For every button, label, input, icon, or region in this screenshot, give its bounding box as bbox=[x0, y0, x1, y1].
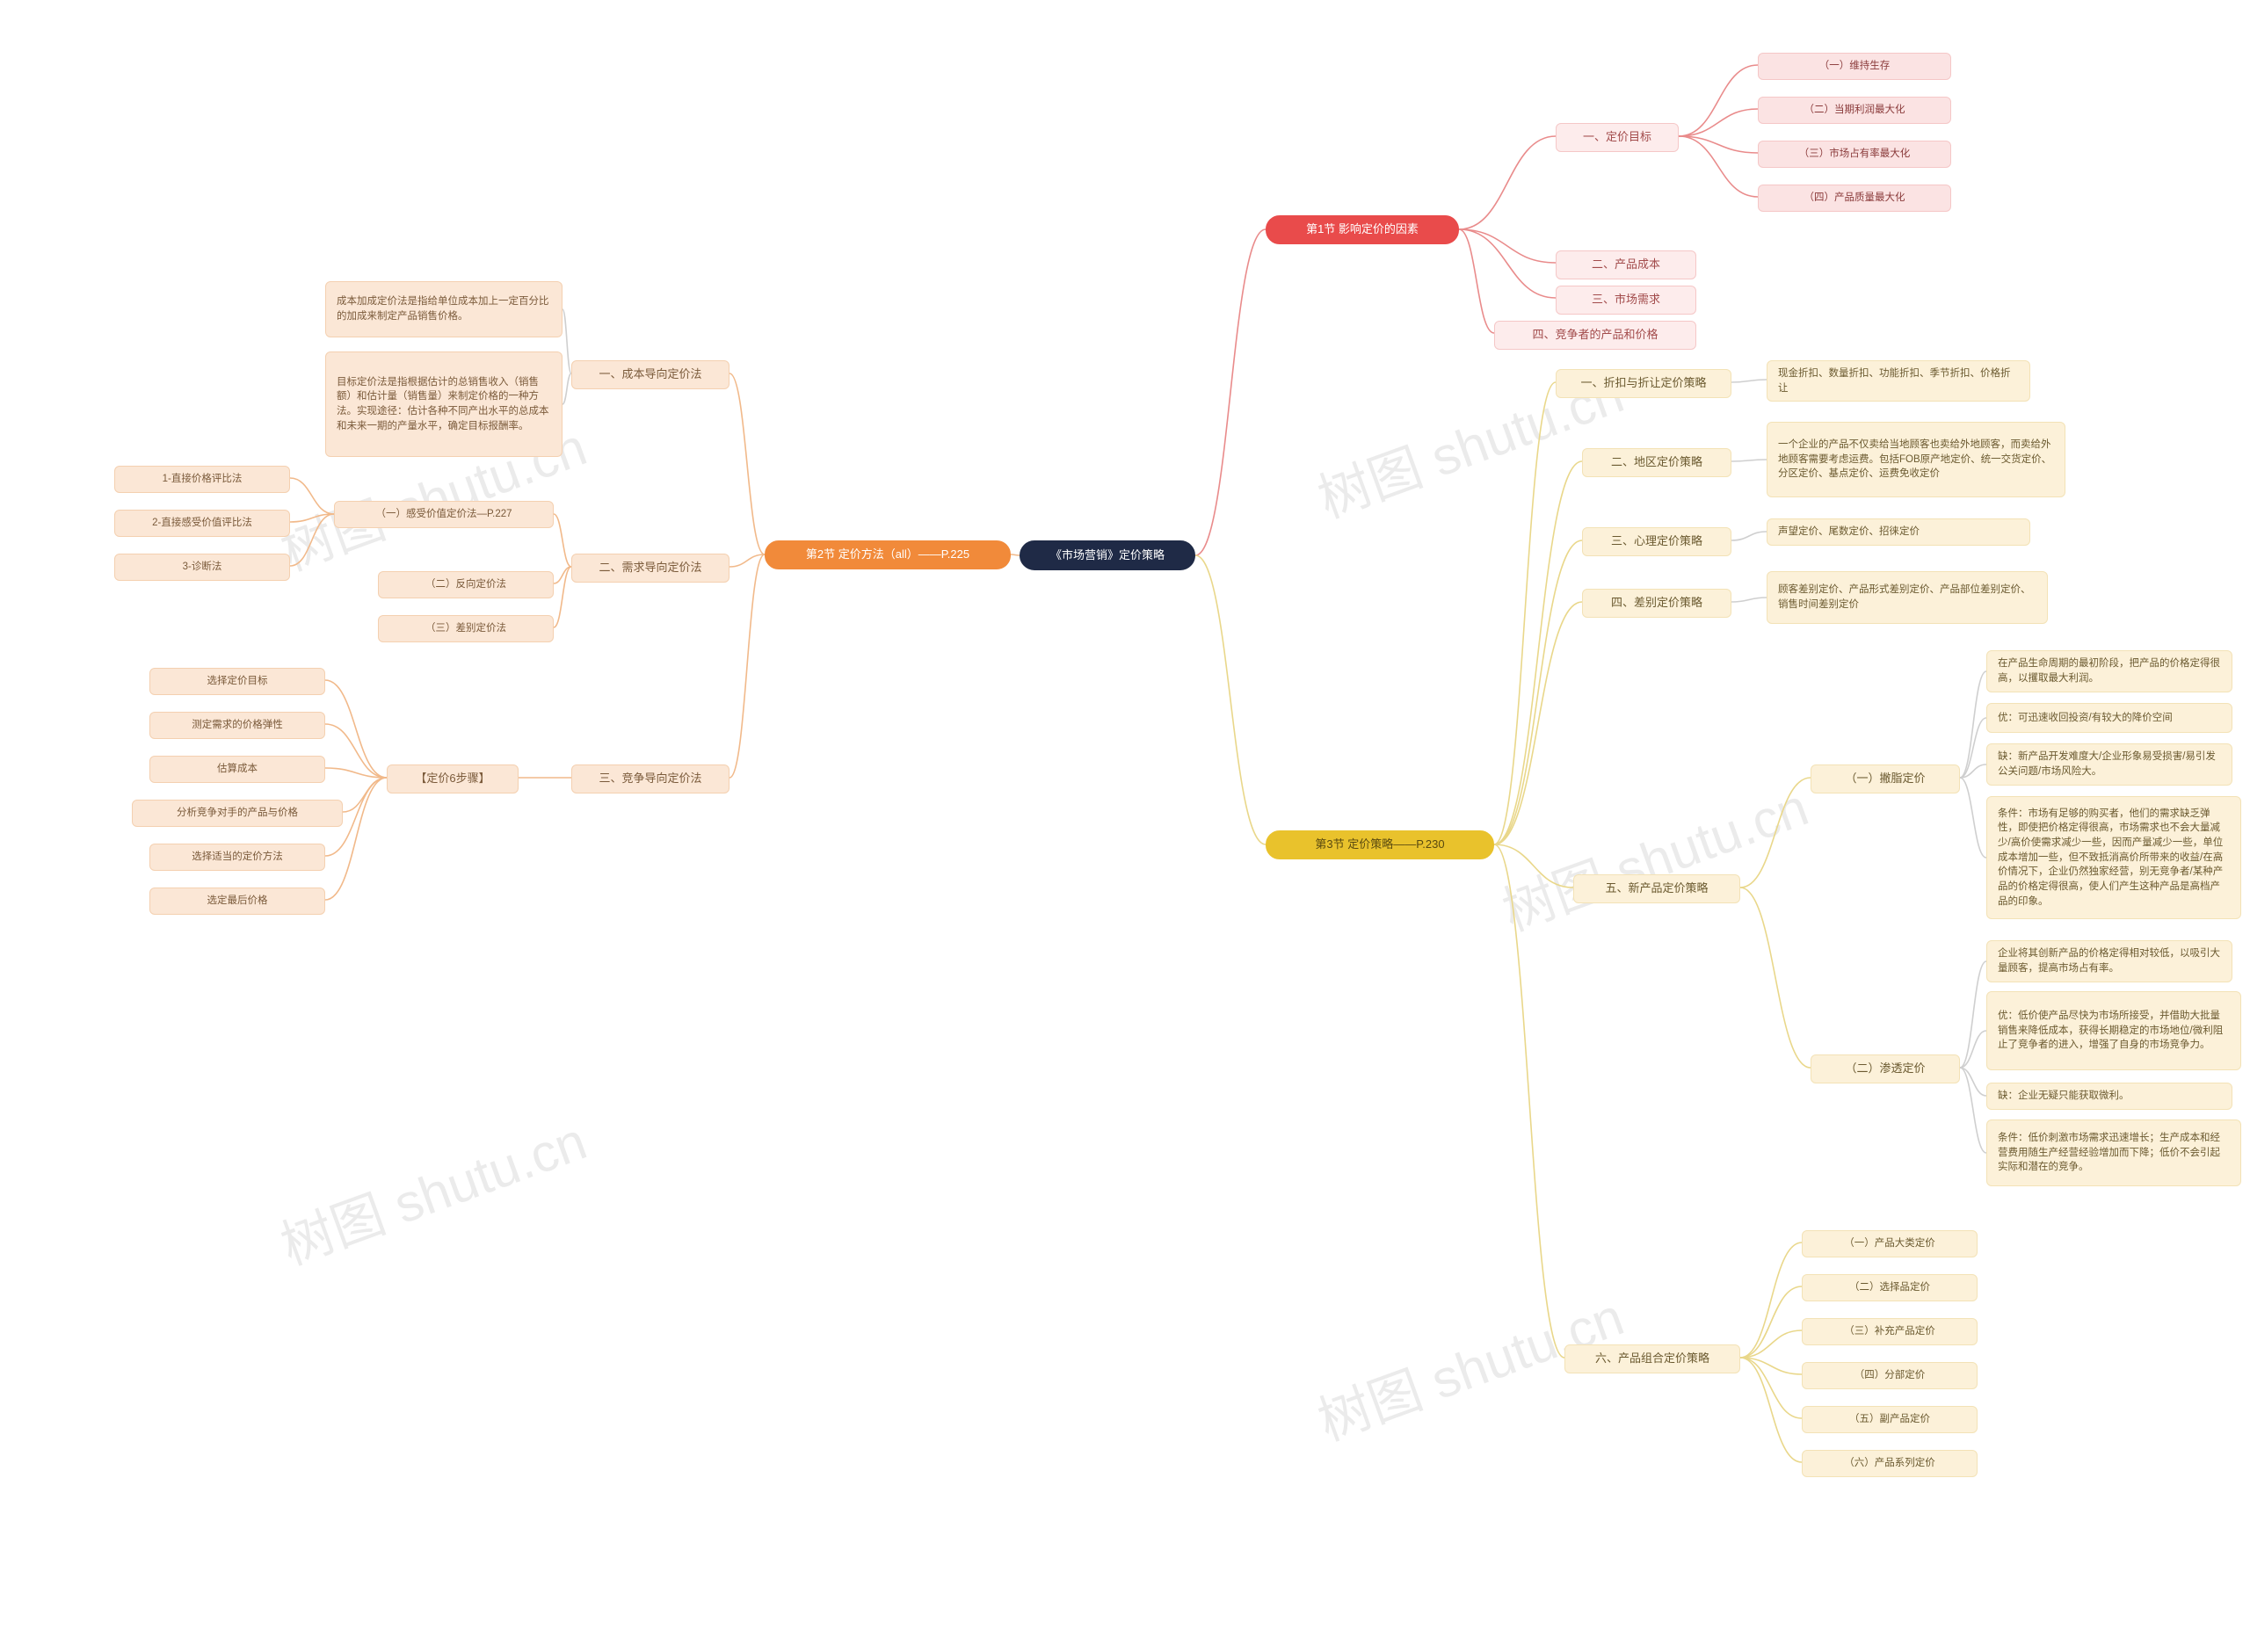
skimming-desc-4: 条件：市场有足够的购买者，他们的需求缺乏弹性，即使把价格定得很高，市场需求也不会… bbox=[1986, 796, 2241, 919]
section-2[interactable]: 第2节 定价方法（all）——P.225 bbox=[765, 540, 1011, 569]
sec1-goal-1[interactable]: （一）维持生存 bbox=[1758, 53, 1951, 80]
penetration-desc-4: 条件：低价刺激市场需求迅速增长；生产成本和经营费用随生产经营经验增加而下降；低价… bbox=[1986, 1119, 2241, 1186]
mindmap-canvas: 树图 shutu.cn 树图 shutu.cn 树图 shutu.cn 树图 s… bbox=[0, 0, 2250, 1652]
six-step-4[interactable]: 分析竞争对手的产品与价格 bbox=[132, 800, 343, 827]
perceived-sub-2[interactable]: 2-直接感受价值评比法 bbox=[114, 510, 290, 537]
sec3-penetration[interactable]: （二）渗透定价 bbox=[1811, 1054, 1960, 1083]
demand-reverse[interactable]: （二）反向定价法 bbox=[378, 571, 554, 598]
root-node[interactable]: 《市场营销》定价策略 bbox=[1020, 540, 1195, 570]
sec3-diff[interactable]: 四、差别定价策略 bbox=[1582, 589, 1731, 618]
skimming-desc-1: 在产品生命周期的最初阶段，把产品的价格定得很高，以攫取最大利润。 bbox=[1986, 650, 2232, 692]
watermark: 树图 shutu.cn bbox=[269, 1098, 595, 1279]
six-step-1[interactable]: 选择定价目标 bbox=[149, 668, 325, 695]
skimming-desc-3: 缺：新产品开发难度大/企业形象易受损害/易引发公关问题/市场风险大。 bbox=[1986, 743, 2232, 786]
penetration-desc-3: 缺：企业无疑只能获取微利。 bbox=[1986, 1083, 2232, 1110]
sec3-discount[interactable]: 一、折扣与折让定价策略 bbox=[1556, 369, 1731, 398]
penetration-desc-2: 优：低价使产品尽快为市场所接受，并借助大批量销售来降低成本，获得长期稳定的市场地… bbox=[1986, 991, 2241, 1070]
six-step-2[interactable]: 测定需求的价格弹性 bbox=[149, 712, 325, 739]
sec3-portfolio[interactable]: 六、产品组合定价策略 bbox=[1564, 1344, 1740, 1373]
sec3-psych[interactable]: 三、心理定价策略 bbox=[1582, 527, 1731, 556]
six-step-6[interactable]: 选定最后价格 bbox=[149, 888, 325, 915]
demand-diff[interactable]: （三）差别定价法 bbox=[378, 615, 554, 642]
sec3-skimming[interactable]: （一）撇脂定价 bbox=[1811, 764, 1960, 793]
sec3-region[interactable]: 二、地区定价策略 bbox=[1582, 448, 1731, 477]
sec1-goal-2[interactable]: （二）当期利润最大化 bbox=[1758, 97, 1951, 124]
watermark: 树图 shutu.cn bbox=[1491, 764, 1817, 946]
sec2-cost-oriented[interactable]: 一、成本导向定价法 bbox=[571, 360, 729, 389]
sec1-item-pricing-goal[interactable]: 一、定价目标 bbox=[1556, 123, 1679, 152]
sec1-goal-4[interactable]: （四）产品质量最大化 bbox=[1758, 185, 1951, 212]
sec1-item-cost[interactable]: 二、产品成本 bbox=[1556, 250, 1696, 279]
sec1-item-compete[interactable]: 四、竞争者的产品和价格 bbox=[1494, 321, 1696, 350]
cost-oriented-desc-1: 成本加成定价法是指给单位成本加上一定百分比的加成来制定产品销售价格。 bbox=[325, 281, 562, 337]
portfolio-5[interactable]: （五）副产品定价 bbox=[1802, 1406, 1978, 1433]
sec3-diff-note: 顾客差别定价、产品形式差别定价、产品部位差别定价、销售时间差别定价 bbox=[1767, 571, 2048, 624]
sec3-psych-note: 声望定价、尾数定价、招徕定价 bbox=[1767, 518, 2030, 546]
portfolio-6[interactable]: （六）产品系列定价 bbox=[1802, 1450, 1978, 1477]
portfolio-4[interactable]: （四）分部定价 bbox=[1802, 1362, 1978, 1389]
sec2-six-steps[interactable]: 【定价6步骤】 bbox=[387, 764, 519, 793]
cost-oriented-desc-2: 目标定价法是指根据估计的总销售收入（销售额）和估计量（销售量）来制定价格的一种方… bbox=[325, 351, 562, 457]
portfolio-1[interactable]: （一）产品大类定价 bbox=[1802, 1230, 1978, 1257]
skimming-desc-2: 优：可迅速收回投资/有较大的降价空间 bbox=[1986, 703, 2232, 733]
portfolio-2[interactable]: （二）选择品定价 bbox=[1802, 1274, 1978, 1301]
six-step-3[interactable]: 估算成本 bbox=[149, 756, 325, 783]
sec1-goal-3[interactable]: （三）市场占有率最大化 bbox=[1758, 141, 1951, 168]
sec2-demand-oriented[interactable]: 二、需求导向定价法 bbox=[571, 554, 729, 583]
perceived-sub-3[interactable]: 3-诊断法 bbox=[114, 554, 290, 581]
sec3-newproduct[interactable]: 五、新产品定价策略 bbox=[1573, 874, 1740, 903]
demand-perceived[interactable]: （一）感受价值定价法—P.227 bbox=[334, 501, 554, 528]
penetration-desc-1: 企业将其创新产品的价格定得相对较低，以吸引大量顾客，提高市场占有率。 bbox=[1986, 940, 2232, 982]
sec1-item-demand[interactable]: 三、市场需求 bbox=[1556, 286, 1696, 315]
portfolio-3[interactable]: （三）补充产品定价 bbox=[1802, 1318, 1978, 1345]
sec2-compete-oriented[interactable]: 三、竞争导向定价法 bbox=[571, 764, 729, 793]
sec3-region-note: 一个企业的产品不仅卖给当地顾客也卖给外地顾客，而卖给外地顾客需要考虑运费。包括F… bbox=[1767, 422, 2065, 497]
section-3[interactable]: 第3节 定价策略——P.230 bbox=[1266, 830, 1494, 859]
six-step-5[interactable]: 选择适当的定价方法 bbox=[149, 844, 325, 871]
sec3-discount-note: 现金折扣、数量折扣、功能折扣、季节折扣、价格折让 bbox=[1767, 360, 2030, 402]
section-1[interactable]: 第1节 影响定价的因素 bbox=[1266, 215, 1459, 244]
perceived-sub-1[interactable]: 1-直接价格评比法 bbox=[114, 466, 290, 493]
